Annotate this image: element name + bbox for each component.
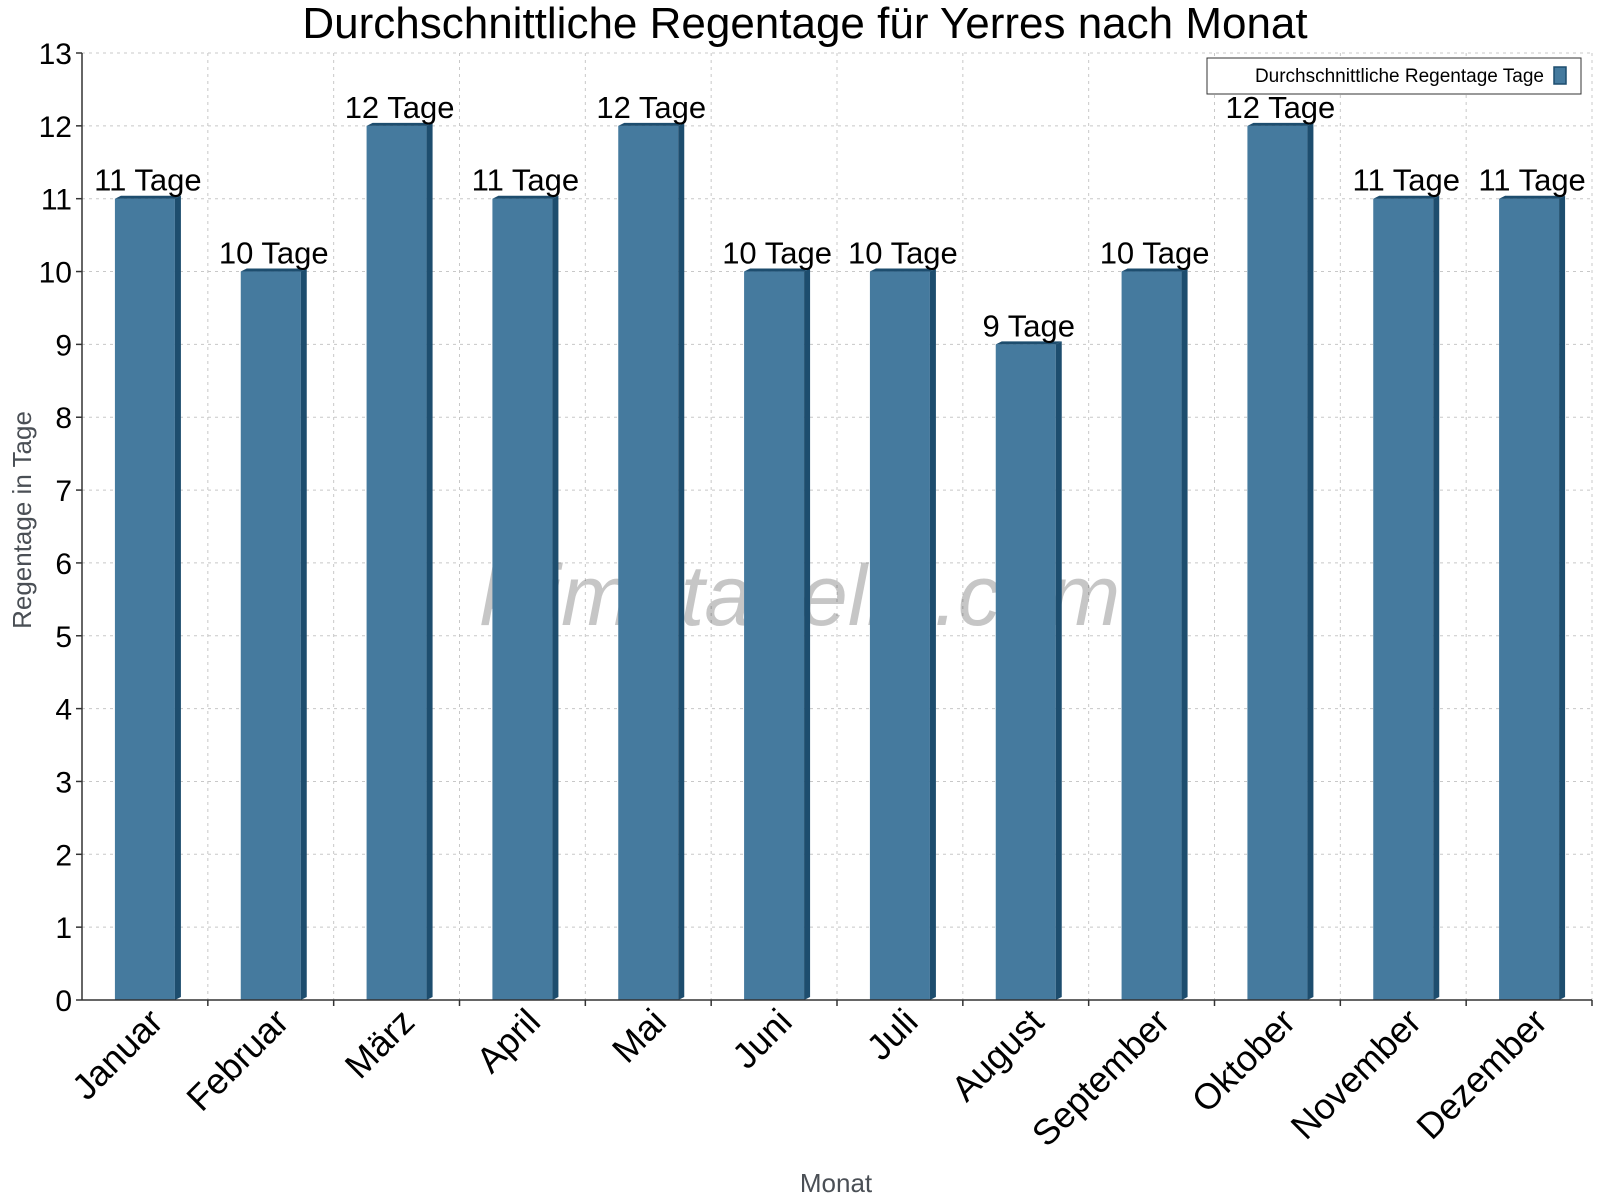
data-labels: 11 Tage 10 Tage 12 Tage 11 Tage 12 Tage 10 Ta… bbox=[94, 90, 1586, 344]
bar-4 bbox=[492, 195, 559, 1000]
x-tick-label: August bbox=[943, 1001, 1051, 1109]
y-tick-label: 7 bbox=[55, 475, 72, 508]
x-axis-label: Monat bbox=[800, 1168, 873, 1198]
y-tick-label: 13 bbox=[39, 38, 72, 71]
x-tick-label: November bbox=[1282, 1001, 1428, 1147]
bar-11 bbox=[1373, 195, 1440, 1000]
bar-10 bbox=[1247, 122, 1314, 1001]
data-label: 10 Tage bbox=[219, 236, 329, 271]
bar-side bbox=[1559, 195, 1566, 1000]
bar-top bbox=[1499, 195, 1566, 199]
bar-face bbox=[1499, 198, 1560, 1000]
bar-top bbox=[618, 122, 685, 126]
x-axis-ticks: Januar Februar März April Mai Juni Juli AugustS… bbox=[64, 1000, 1593, 1155]
bar-side bbox=[678, 122, 685, 1001]
legend: Durchschnittliche Regentage Tage bbox=[1206, 57, 1582, 95]
bar-face bbox=[114, 198, 175, 1000]
data-label: 11 Tage bbox=[1478, 163, 1585, 198]
bar-top bbox=[744, 268, 811, 272]
bar-7 bbox=[869, 268, 936, 1000]
x-tick-label: September bbox=[1024, 1001, 1178, 1155]
bar-top bbox=[240, 268, 307, 272]
bar-face bbox=[1373, 198, 1434, 1000]
y-tick-label: 4 bbox=[55, 694, 72, 727]
bar-5 bbox=[618, 122, 685, 1001]
bar-6 bbox=[744, 268, 811, 1000]
bar-face bbox=[1121, 271, 1182, 1000]
bar-face bbox=[869, 271, 930, 1000]
bar-8 bbox=[995, 341, 1062, 1000]
bar-top bbox=[1247, 122, 1314, 126]
data-label: 10 Tage bbox=[848, 236, 958, 271]
y-tick-label: 5 bbox=[55, 621, 72, 654]
data-label: 11 Tage bbox=[472, 163, 579, 198]
y-tick-label: 1 bbox=[55, 912, 72, 945]
bar-12 bbox=[1499, 195, 1566, 1000]
data-label: 12 Tage bbox=[596, 90, 706, 125]
bar-2 bbox=[240, 268, 307, 1000]
data-label: 9 Tage bbox=[982, 308, 1075, 343]
bar-top bbox=[366, 122, 433, 126]
bar-top bbox=[1373, 195, 1440, 199]
y-tick-label: 3 bbox=[55, 766, 72, 799]
y-tick-label: 11 bbox=[41, 184, 72, 217]
data-label: 11 Tage bbox=[94, 163, 201, 198]
x-tick-label: Juli bbox=[858, 1001, 925, 1068]
x-tick-label: Mai bbox=[604, 1001, 674, 1071]
bar-side bbox=[929, 268, 936, 1000]
x-tick-label: Februar bbox=[178, 1001, 296, 1119]
x-tick-label: April bbox=[468, 1001, 548, 1081]
bar-9 bbox=[1121, 268, 1188, 1000]
bar-face bbox=[744, 271, 805, 1000]
x-tick-label: Juni bbox=[724, 1001, 800, 1077]
bar-face bbox=[995, 344, 1056, 1000]
chart-title: Durchschnittliche Regentage für Yerres n… bbox=[302, 0, 1307, 48]
data-label: 10 Tage bbox=[1100, 236, 1210, 271]
data-label: 10 Tage bbox=[722, 236, 832, 271]
data-label: 11 Tage bbox=[1353, 163, 1460, 198]
bar-face bbox=[366, 125, 427, 1001]
bar-top bbox=[995, 341, 1062, 345]
bar-top bbox=[492, 195, 559, 199]
data-label: 12 Tage bbox=[345, 90, 455, 125]
y-tick-label: 10 bbox=[39, 257, 72, 290]
bar-side bbox=[1181, 268, 1188, 1000]
bar-side bbox=[552, 195, 559, 1000]
bar-face bbox=[618, 125, 679, 1001]
bar-side bbox=[804, 268, 811, 1000]
bar-side bbox=[1307, 122, 1314, 1001]
bar-side bbox=[300, 268, 307, 1000]
legend-entry-label: Durchschnittliche Regentage Tage bbox=[1255, 66, 1544, 87]
bar-face bbox=[240, 271, 301, 1000]
bar-side bbox=[426, 122, 433, 1001]
x-tick-label: Dezember bbox=[1408, 1001, 1554, 1147]
y-tick-label: 12 bbox=[39, 111, 72, 144]
data-label: 12 Tage bbox=[1226, 90, 1336, 125]
bars-group bbox=[114, 122, 1566, 1001]
y-axis-label: Regentage in Tage bbox=[7, 411, 37, 629]
y-tick-label: 0 bbox=[55, 985, 72, 1018]
bar-side bbox=[1055, 341, 1062, 1000]
x-tick-label: Januar bbox=[64, 1001, 171, 1108]
bar-side bbox=[174, 195, 181, 1000]
bar-top bbox=[1121, 268, 1188, 272]
y-tick-label: 6 bbox=[55, 548, 72, 581]
legend-box bbox=[1206, 57, 1582, 95]
y-tick-label: 8 bbox=[55, 402, 72, 435]
bar-face bbox=[1247, 125, 1308, 1001]
bar-top bbox=[869, 268, 936, 272]
bar-face bbox=[492, 198, 553, 1000]
bar-side bbox=[1433, 195, 1440, 1000]
x-tick-label: März bbox=[337, 1001, 423, 1087]
bar-top bbox=[114, 195, 181, 199]
bar-1 bbox=[114, 195, 181, 1000]
bar-3 bbox=[366, 122, 433, 1001]
x-tick-label: Oktober bbox=[1184, 1001, 1304, 1121]
y-tick-label: 2 bbox=[55, 839, 72, 872]
legend-swatch bbox=[1553, 66, 1567, 85]
y-tick-label: 9 bbox=[55, 329, 72, 362]
